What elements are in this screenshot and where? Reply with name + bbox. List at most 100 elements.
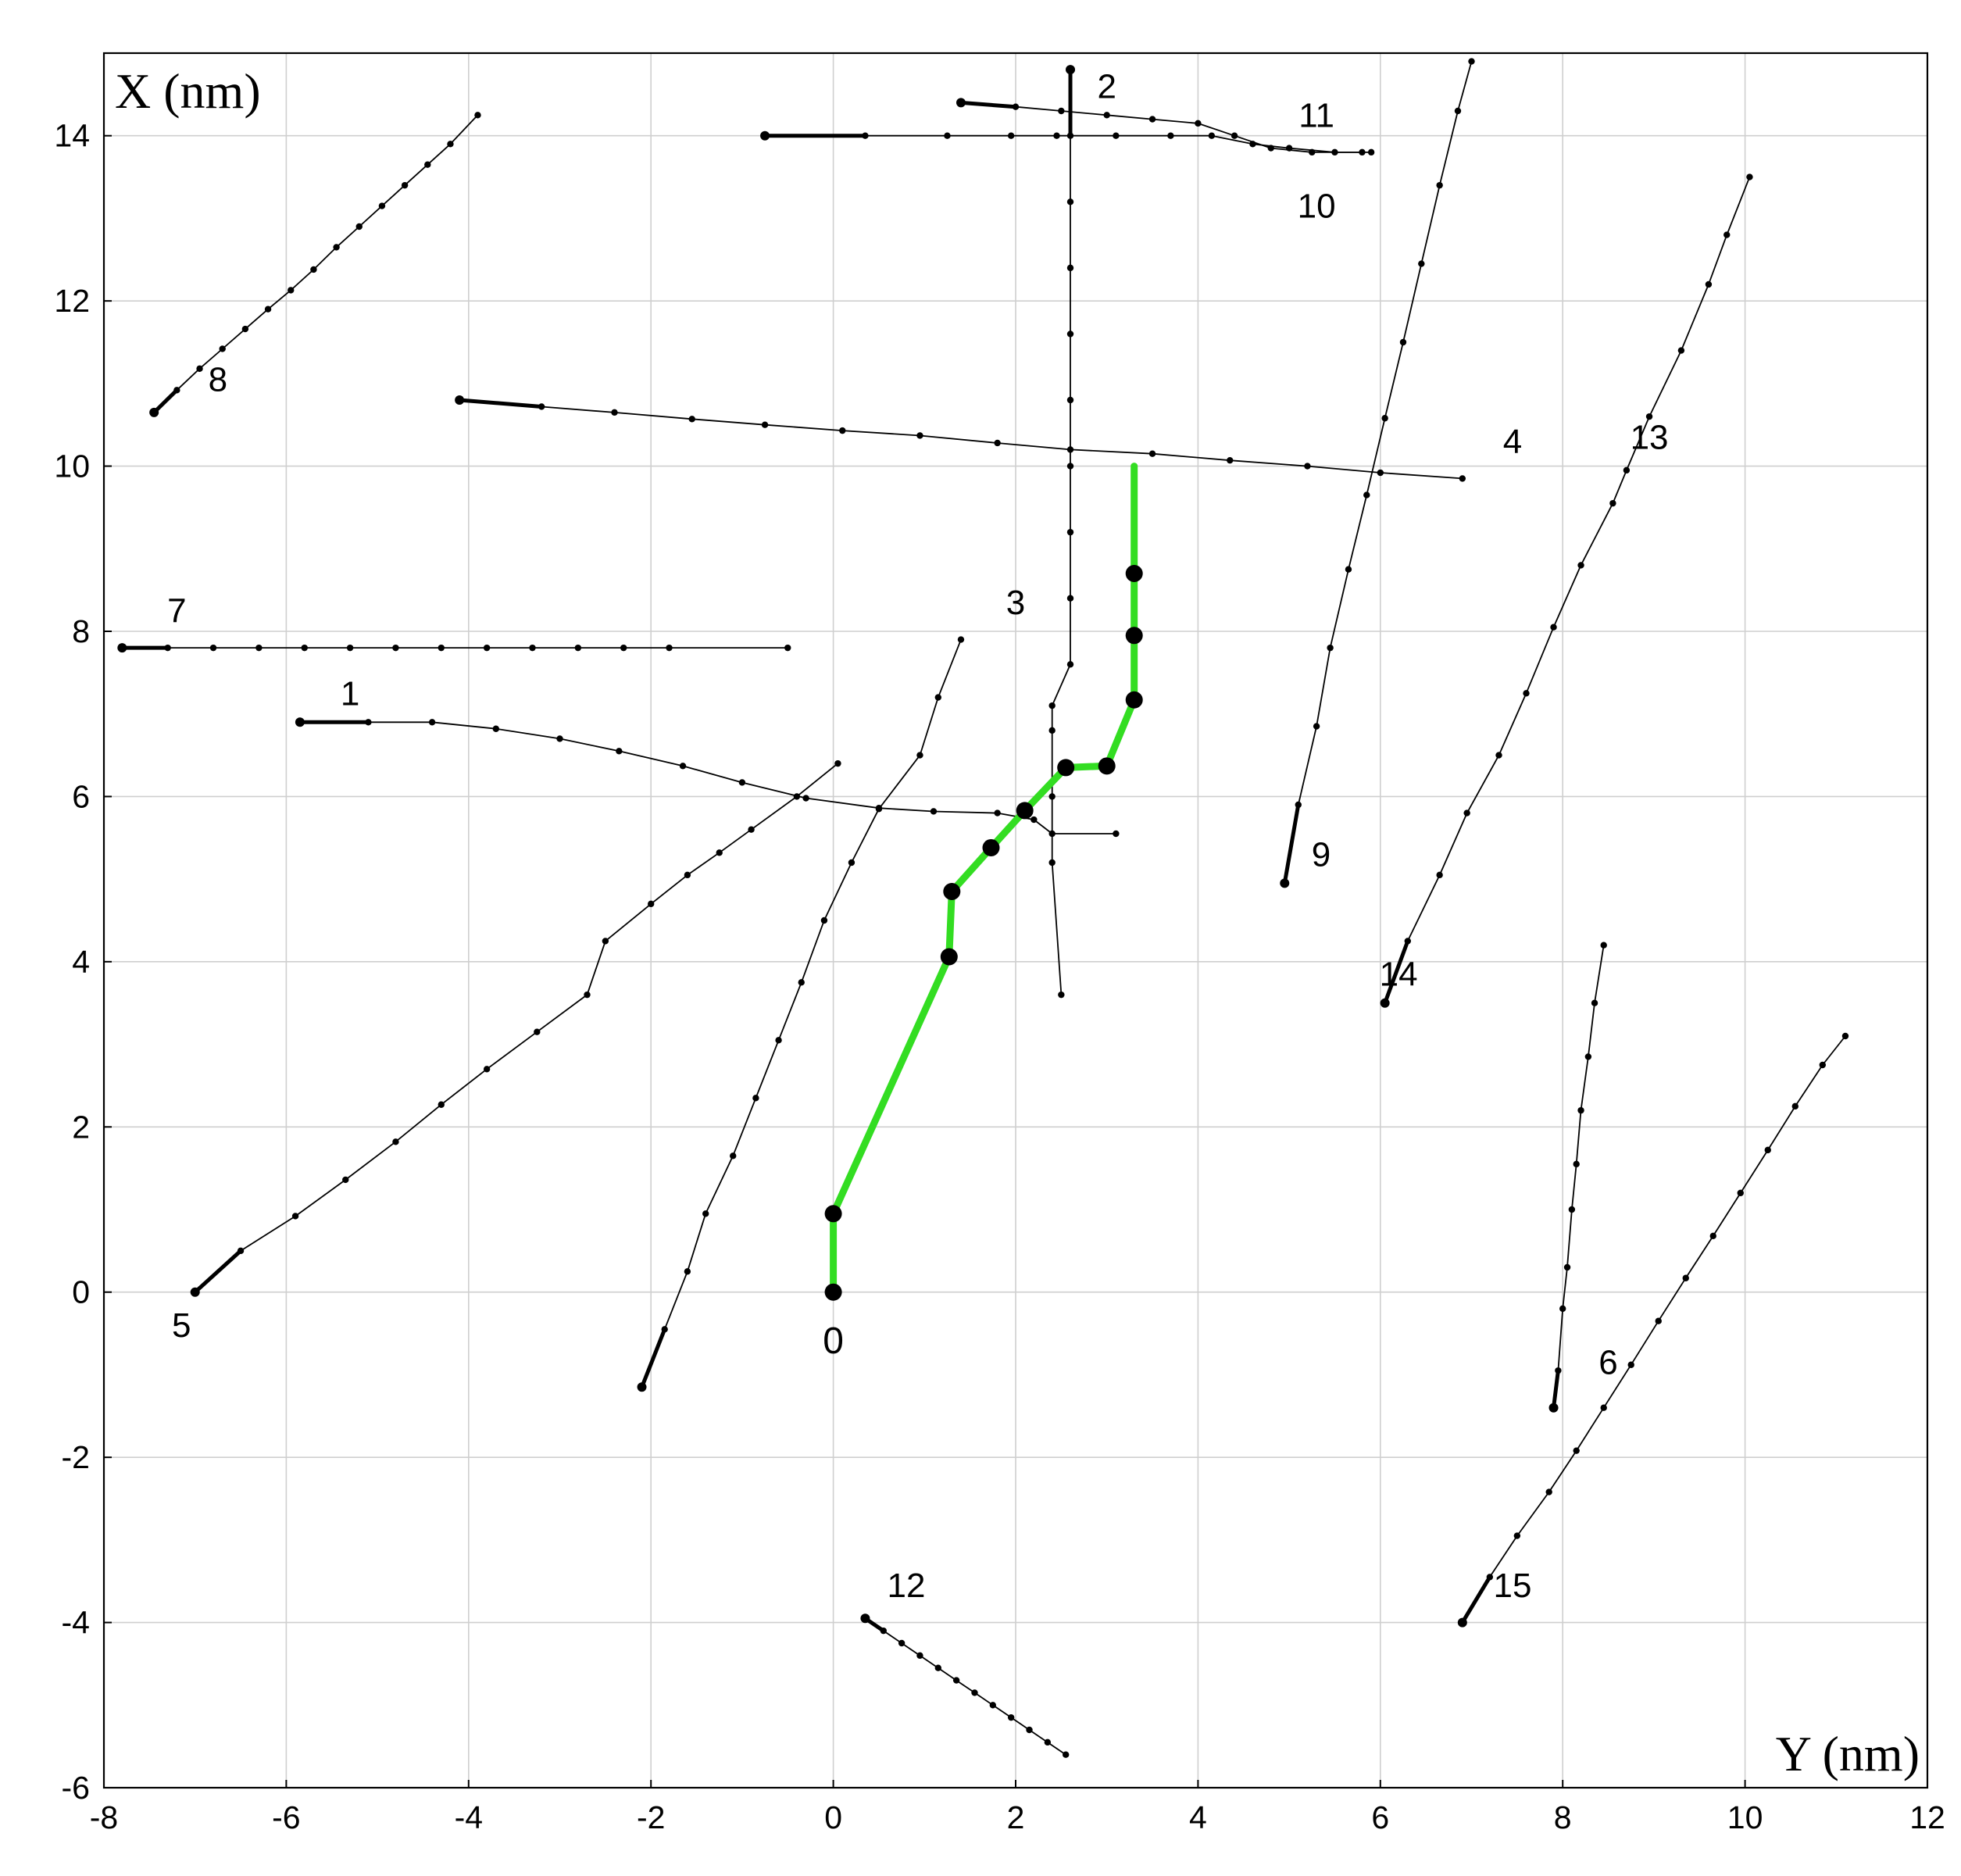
series-point-8 <box>378 202 386 209</box>
series-label-2: 2 <box>1097 67 1116 105</box>
series-label-12: 12 <box>887 1567 925 1605</box>
series-point-13 <box>1645 413 1653 420</box>
series-point-1 <box>1031 816 1038 824</box>
series-point-9 <box>1327 644 1334 652</box>
series-point-2 <box>1066 661 1074 668</box>
series-point-5 <box>716 849 723 856</box>
series-point-12 <box>1026 1726 1033 1734</box>
series-start-point-8 <box>149 407 159 417</box>
series-point-11 <box>1012 103 1020 110</box>
series-point-13 <box>1746 173 1753 180</box>
series-line-5 <box>195 763 838 1293</box>
series-point-unlabeled <box>798 979 805 986</box>
series-point-11 <box>1359 148 1366 156</box>
series-start-point-9 <box>1280 878 1290 888</box>
series-point-unlabeled <box>1559 1305 1566 1313</box>
series-point-8 <box>288 287 295 294</box>
x-tick-label: 12 <box>1909 1799 1945 1835</box>
series-point-4 <box>1459 475 1466 482</box>
series-point-1 <box>556 735 563 742</box>
series-start-point-11 <box>955 98 966 108</box>
series-point-8 <box>474 112 481 119</box>
series-point-10 <box>1208 132 1216 139</box>
series-label-0: 0 <box>823 1320 844 1362</box>
series-point-5 <box>684 871 691 879</box>
series-1 <box>295 717 1120 838</box>
y-tick-label: 8 <box>72 613 90 649</box>
series-point-unlabeled <box>730 1152 737 1160</box>
series-label-15: 15 <box>1494 1567 1532 1605</box>
series-point-13 <box>1609 499 1616 507</box>
series-point-8 <box>196 365 203 373</box>
series-point-unlabeled <box>1568 1206 1576 1213</box>
series-point-6 <box>1655 1317 1662 1324</box>
series-point-9 <box>1418 260 1425 267</box>
series-9 <box>1280 58 1475 888</box>
series-unlabeled <box>637 636 965 1392</box>
series-point-11 <box>1267 145 1274 152</box>
series-7 <box>117 643 791 653</box>
series-point-7 <box>483 644 491 652</box>
series-point-9 <box>1468 58 1475 65</box>
series-start-point-4 <box>455 395 465 405</box>
series-point-4 <box>1227 456 1234 464</box>
series-start-point-6 <box>1457 1617 1467 1628</box>
series-point-10 <box>1367 148 1375 156</box>
series-point-7 <box>164 644 171 652</box>
y-tick-label: -2 <box>62 1439 90 1475</box>
x-tick-label: 6 <box>1371 1799 1389 1835</box>
series-point-9 <box>1313 723 1320 730</box>
y-tick-label: -6 <box>62 1770 90 1806</box>
series-point-6 <box>1841 1032 1849 1040</box>
series-point-6 <box>1573 1447 1580 1454</box>
series-point-6 <box>1600 1404 1607 1411</box>
series-point-12 <box>1062 1751 1070 1758</box>
series-start-point-10 <box>760 130 770 141</box>
series-point-8 <box>424 161 431 168</box>
series-start-point-5 <box>190 1287 200 1297</box>
series-point-6 <box>1682 1274 1689 1281</box>
series-point-5 <box>793 793 801 800</box>
series-point-6 <box>1819 1061 1826 1069</box>
series-point-6 <box>1764 1146 1771 1154</box>
series-start-segment-8 <box>152 388 179 415</box>
x-tick-label: -6 <box>272 1799 300 1835</box>
series-point-4 <box>1148 450 1156 457</box>
series-point-1 <box>616 748 623 755</box>
series-label-3: 3 <box>1006 584 1025 622</box>
series-point-4 <box>916 432 923 439</box>
series-point-unlabeled <box>1573 1160 1580 1168</box>
series-point-unlabeled <box>1555 1367 1562 1374</box>
series-point-7 <box>346 644 354 652</box>
series-point-0 <box>824 1283 842 1301</box>
series-point-unlabeled <box>934 694 942 701</box>
series-point-unlabeled <box>684 1268 691 1275</box>
series-point-9 <box>1295 801 1302 809</box>
series-point-unlabeled <box>702 1210 709 1217</box>
x-tick-label: -2 <box>637 1799 665 1835</box>
series-point-12 <box>989 1702 997 1709</box>
series-start-segment-5 <box>193 1249 243 1295</box>
series-point-6 <box>1486 1574 1494 1581</box>
series-13 <box>1380 173 1753 1008</box>
series-line-0 <box>830 463 1138 1296</box>
series-point-5 <box>584 991 591 999</box>
highlight-layer <box>824 463 1143 1301</box>
series-label-14: 14 <box>1380 956 1418 994</box>
series-point-0 <box>1125 691 1143 709</box>
series-line-1 <box>299 721 1116 834</box>
series-point-2 <box>1066 396 1074 404</box>
series-8 <box>149 112 481 417</box>
series-point-12 <box>952 1677 960 1684</box>
series-point-12 <box>971 1689 978 1696</box>
series-point-0 <box>824 1205 842 1223</box>
series-point-4 <box>688 416 695 423</box>
series-point-6 <box>1545 1488 1552 1495</box>
series-point-2 <box>1066 198 1074 205</box>
series-point-11 <box>1103 112 1110 119</box>
series-point-0 <box>1125 627 1143 645</box>
x-tick-label: -8 <box>90 1799 118 1835</box>
series-point-1 <box>802 795 809 802</box>
series-point-0 <box>1125 565 1143 582</box>
